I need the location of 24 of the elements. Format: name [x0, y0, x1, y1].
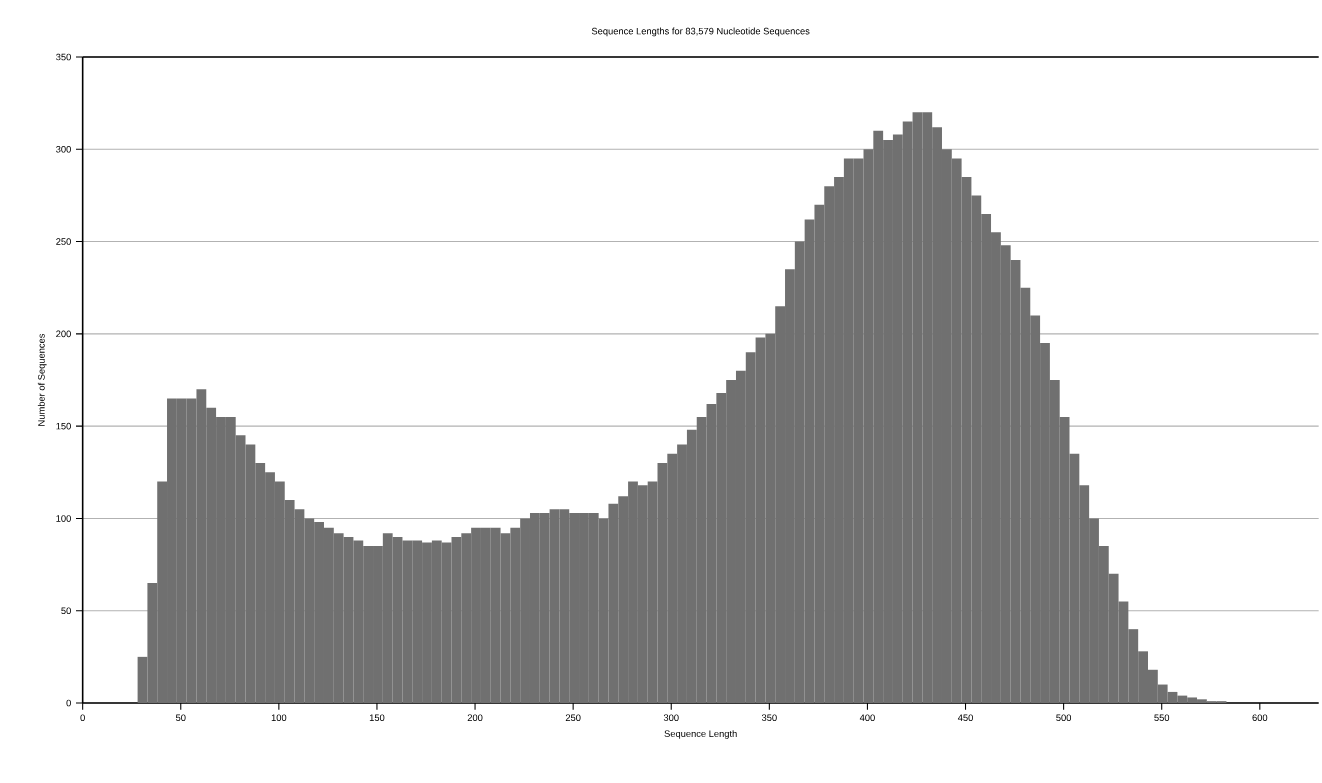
x-tick-label: 150	[369, 714, 385, 721]
y-axis-title: Number of Sequences	[37, 333, 47, 426]
x-tick-label: 200	[467, 714, 483, 721]
y-tick-label: 0	[66, 699, 71, 707]
y-tick-label: 200	[56, 330, 71, 338]
x-axis-title: Sequence Length	[664, 730, 737, 739]
y-tick-label: 150	[56, 422, 71, 430]
x-tick-label: 600	[1252, 714, 1268, 721]
chart-title: Sequence Lengths for 83,579 Nucleotide Sequences	[591, 27, 810, 37]
y-tick-label: 350	[56, 53, 71, 61]
x-tick-label: 500	[1056, 714, 1072, 721]
x-tick-label: 100	[271, 714, 287, 721]
y-tick-label: 50	[61, 607, 71, 615]
x-tick-label: 550	[1154, 714, 1170, 721]
y-tick-label: 100	[56, 515, 71, 522]
y-tick-label: 300	[56, 146, 71, 153]
x-tick-label: 50	[175, 714, 186, 721]
x-tick-label: 300	[663, 714, 679, 721]
x-tick-label: 400	[859, 714, 875, 721]
x-tick-label: 0	[80, 714, 85, 721]
x-tick-label: 450	[957, 714, 973, 721]
x-tick-label: 250	[565, 714, 581, 721]
y-tick-label: 250	[56, 238, 71, 245]
x-tick-label: 350	[761, 714, 777, 721]
